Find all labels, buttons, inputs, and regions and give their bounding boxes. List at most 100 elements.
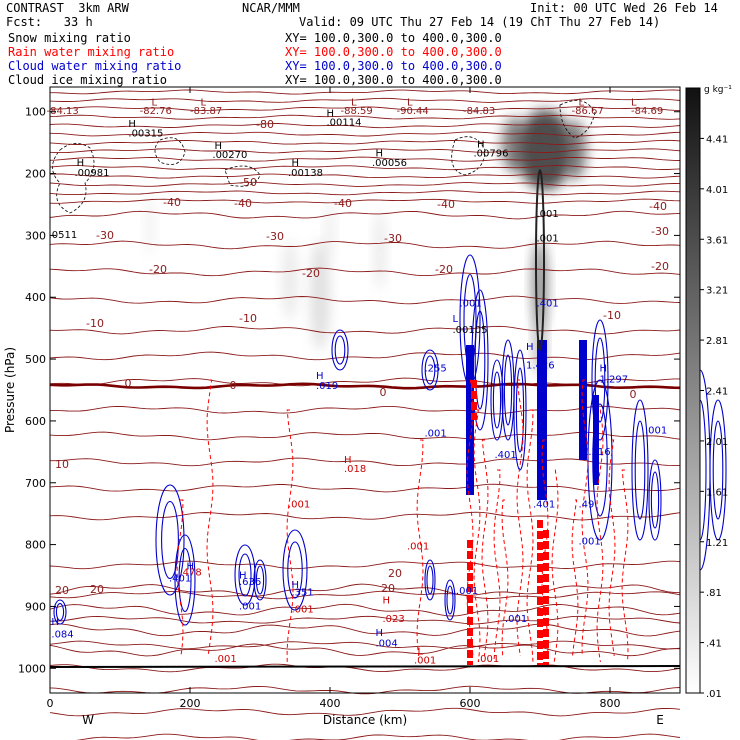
plot-frame: [49, 86, 681, 694]
temperature-contour-line: [49, 139, 681, 145]
temperature-contour-line: [49, 325, 681, 335]
temperature-contour-line: [49, 603, 681, 617]
temperature-contour-label: -20: [302, 267, 320, 280]
contour-value-label: .49: [579, 499, 595, 510]
contour-value-label: .001: [460, 299, 482, 310]
field-cloudwater-xy: XY= 100.0,300.0 to 400.0,300.0: [285, 59, 502, 73]
cloud-water-contour: [282, 529, 308, 611]
temperature-contour-label: 20: [90, 583, 104, 596]
temperature-contour-line: [50, 89, 681, 95]
contour-value-label: .001: [414, 655, 436, 666]
contour-value-label: .00105: [453, 325, 488, 336]
contour-value-label: .351: [292, 587, 314, 598]
colorbar-unit: g kg⁻¹: [704, 85, 732, 95]
contour-value-label: .001: [407, 542, 429, 553]
temperature-contour-line: [49, 267, 681, 277]
cloud-water-contour: [253, 559, 267, 601]
contour-value-label: .00270: [212, 150, 247, 161]
x-tick-label: 200: [180, 697, 201, 710]
temperature-contour-label: -40: [163, 196, 181, 209]
contour-value-label: H: [316, 371, 324, 382]
contour-value-label: 1.426: [526, 360, 555, 371]
contour-value-label: .401: [533, 499, 555, 510]
contour-value-label: H: [187, 561, 195, 572]
temperature-contour-label: 0: [125, 377, 132, 390]
rain-water-contour: [206, 379, 214, 657]
contour-value-label: .001: [579, 537, 601, 548]
contour-value-label: L: [579, 98, 585, 109]
contour-value-label: 1.297: [600, 375, 629, 386]
temperature-contour-line: [49, 483, 681, 493]
cloud-water-contour: [161, 500, 179, 580]
temperature-contours: -80 -50 -40 -40 -40 -40 -40 -30 -30 -30 -30 -20 -20 -…: [49, 89, 681, 740]
temperature-contour-line: [49, 190, 681, 196]
x-tick-label: 800: [600, 697, 621, 710]
rain-water-contour: [571, 499, 579, 657]
west-label: W: [82, 713, 94, 727]
x-tick-label: 600: [460, 697, 481, 710]
contour-value-label: .00114: [327, 117, 362, 128]
snow-shade-blob: [374, 210, 386, 290]
valid-time: Valid: 09 UTC Thu 27 Feb 14 (19 ChT Thu …: [299, 15, 661, 29]
contour-value-label: L: [418, 647, 424, 658]
hydrometeor-contours: [49, 169, 727, 668]
temperature-contour-label: -40: [334, 197, 352, 210]
contour-value-label: .018: [344, 464, 366, 475]
colorbar-tick-label: 2.81: [706, 336, 728, 347]
contour-value-label: L: [407, 98, 413, 109]
cloud-water-core: [466, 345, 474, 495]
temperature-contour-label: -10: [86, 317, 104, 330]
contour-value-label: .023: [383, 614, 405, 625]
cloud-water-contour: [591, 319, 609, 441]
contour-labels: -84.13L-82.76L-83.87L-88.59L-90.44 -84.83…: [47, 98, 668, 667]
temperature-contour-line: [50, 405, 681, 415]
cloud-water-contour: [474, 310, 486, 410]
y-tick-label: 1000: [18, 662, 46, 675]
temperature-contour-label: -20: [651, 260, 669, 273]
field-rain-name: Rain water mixing ratio: [8, 45, 175, 59]
contour-value-label: .001: [477, 654, 499, 665]
temperature-contour-label: -30: [96, 229, 114, 242]
cloud-water-contour: [513, 349, 527, 471]
cloud-water-contour: [446, 585, 454, 615]
cloud-water-core: [537, 340, 547, 500]
temperature-contour-line: [50, 615, 681, 625]
temperature-contour-line: [49, 640, 681, 650]
x-tick-label: 400: [320, 697, 341, 710]
temperature-contour-line: [49, 351, 681, 361]
colorbar-tick-label: 1.21: [706, 538, 728, 549]
cloud-water-contour: [515, 367, 525, 453]
contour-value-label: 1.216: [582, 447, 611, 458]
model-name: CONTRAST 3km ARW: [6, 1, 129, 15]
contour-value-label: .001: [645, 425, 667, 436]
field-cloudice-xy: XY= 100.0,300.0 to 400.0,300.0: [285, 73, 502, 87]
rain-water-contour: [416, 439, 424, 657]
colorbar-tick-label: 3.61: [706, 235, 728, 246]
snow-shade-blob: [145, 195, 155, 255]
rain-water-contour: [541, 439, 549, 657]
init-time: Init: 00 UTC Wed 26 Feb 14: [530, 1, 718, 15]
rain-water-contour: [516, 379, 524, 657]
cloud-water-contour: [594, 337, 606, 423]
temperature-contour-line: [49, 623, 681, 637]
contour-value-label: -90.44: [397, 106, 429, 117]
colorbar-tick-label: 3.21: [706, 286, 728, 297]
cloud-water-contour: [155, 484, 185, 596]
contour-value-label: .001: [456, 586, 478, 597]
contour-value-label: .001: [425, 428, 447, 439]
cloud-water-contour: [255, 565, 265, 595]
cloud-water-contour: [492, 371, 502, 429]
snow-shade-blob: [310, 240, 330, 350]
cloud-water-contour: [334, 335, 346, 365]
y-tick-label: 100: [25, 106, 46, 119]
temperature-contour-line: [49, 165, 681, 171]
temperature-contour-line: [49, 431, 681, 441]
contour-value-label: H: [128, 119, 136, 130]
contour-value-label: .019: [316, 381, 338, 392]
snow-shade-blob: [501, 117, 529, 173]
temperature-contour-label: -40: [649, 200, 667, 213]
cloud-ice-contour: [52, 143, 95, 214]
contour-value-label: .636: [239, 577, 261, 588]
contour-value-label: .401: [169, 574, 191, 585]
contour-value-label: .401: [495, 450, 517, 461]
